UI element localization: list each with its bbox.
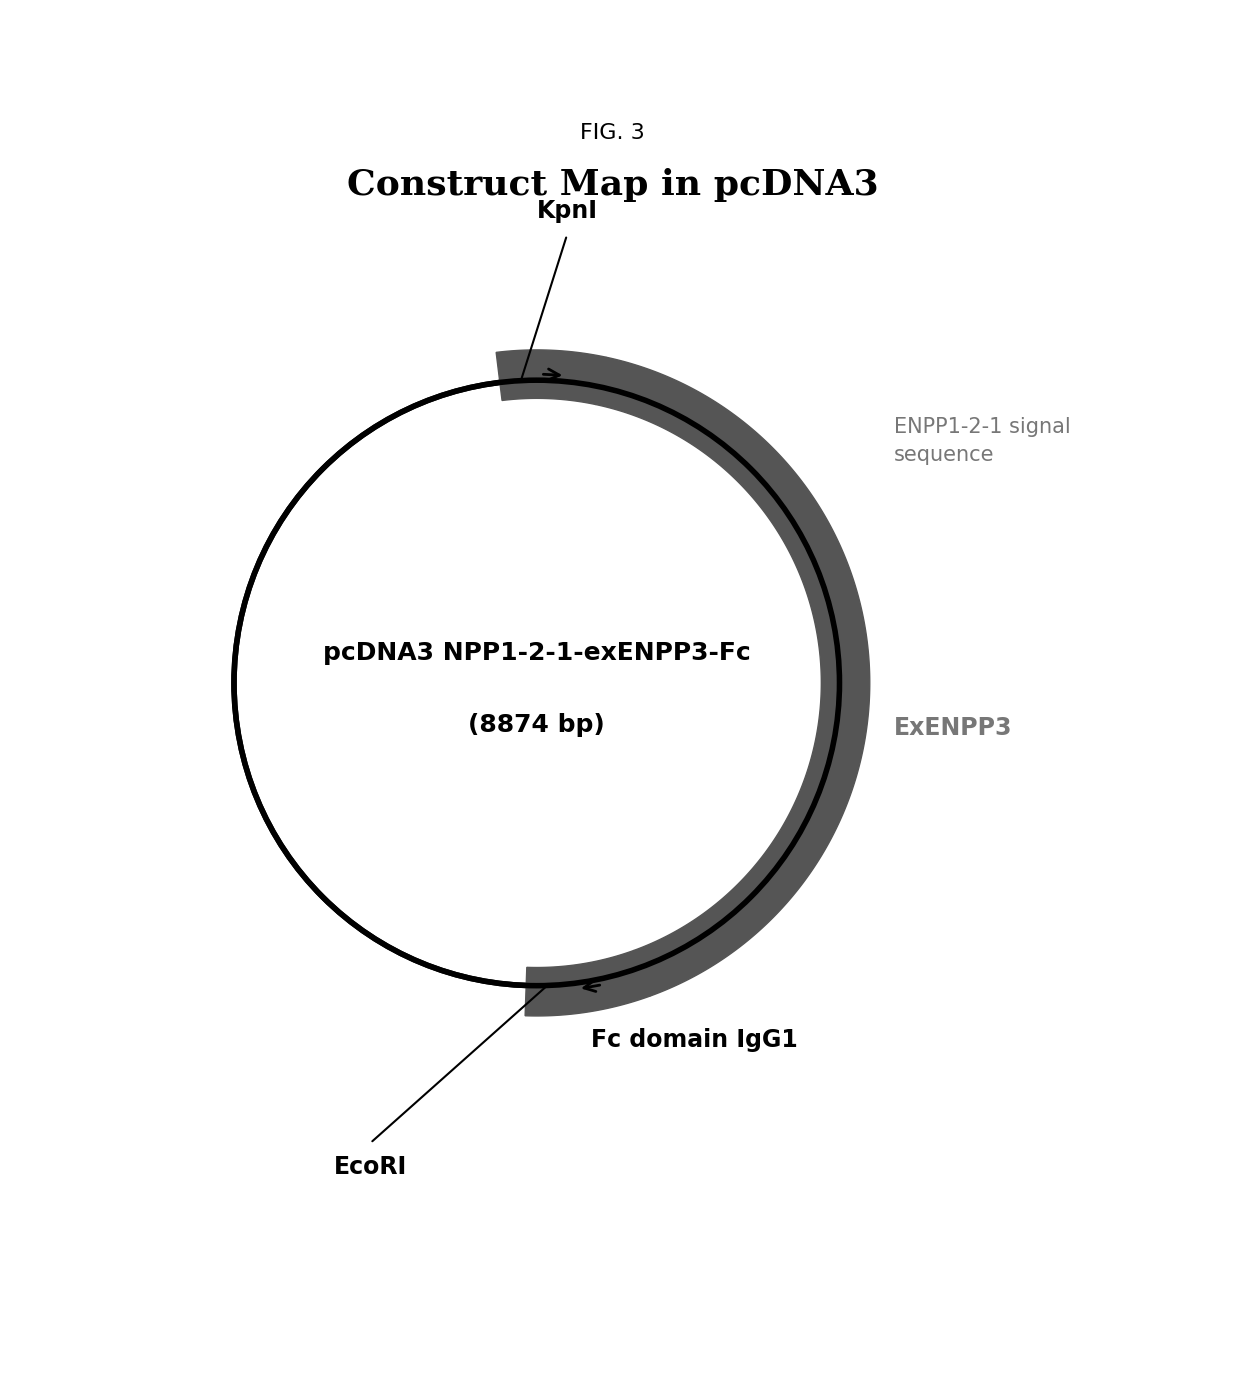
Text: Construct Map in pcDNA3: Construct Map in pcDNA3 (346, 168, 878, 202)
Polygon shape (496, 349, 606, 405)
Polygon shape (525, 950, 651, 1016)
Polygon shape (596, 358, 869, 996)
Text: EcoRI: EcoRI (334, 1156, 407, 1179)
Text: Fc domain IgG1: Fc domain IgG1 (591, 1029, 799, 1052)
Text: ExENPP3: ExENPP3 (894, 717, 1013, 740)
Text: FIG. 3: FIG. 3 (580, 123, 645, 142)
Text: (8874 bp): (8874 bp) (469, 714, 605, 737)
Text: pcDNA3 NPP1-2-1-exENPP3-Fc: pcDNA3 NPP1-2-1-exENPP3-Fc (322, 641, 750, 664)
Text: KpnI: KpnI (537, 199, 598, 222)
Text: ENPP1-2-1 signal
sequence: ENPP1-2-1 signal sequence (894, 417, 1070, 465)
